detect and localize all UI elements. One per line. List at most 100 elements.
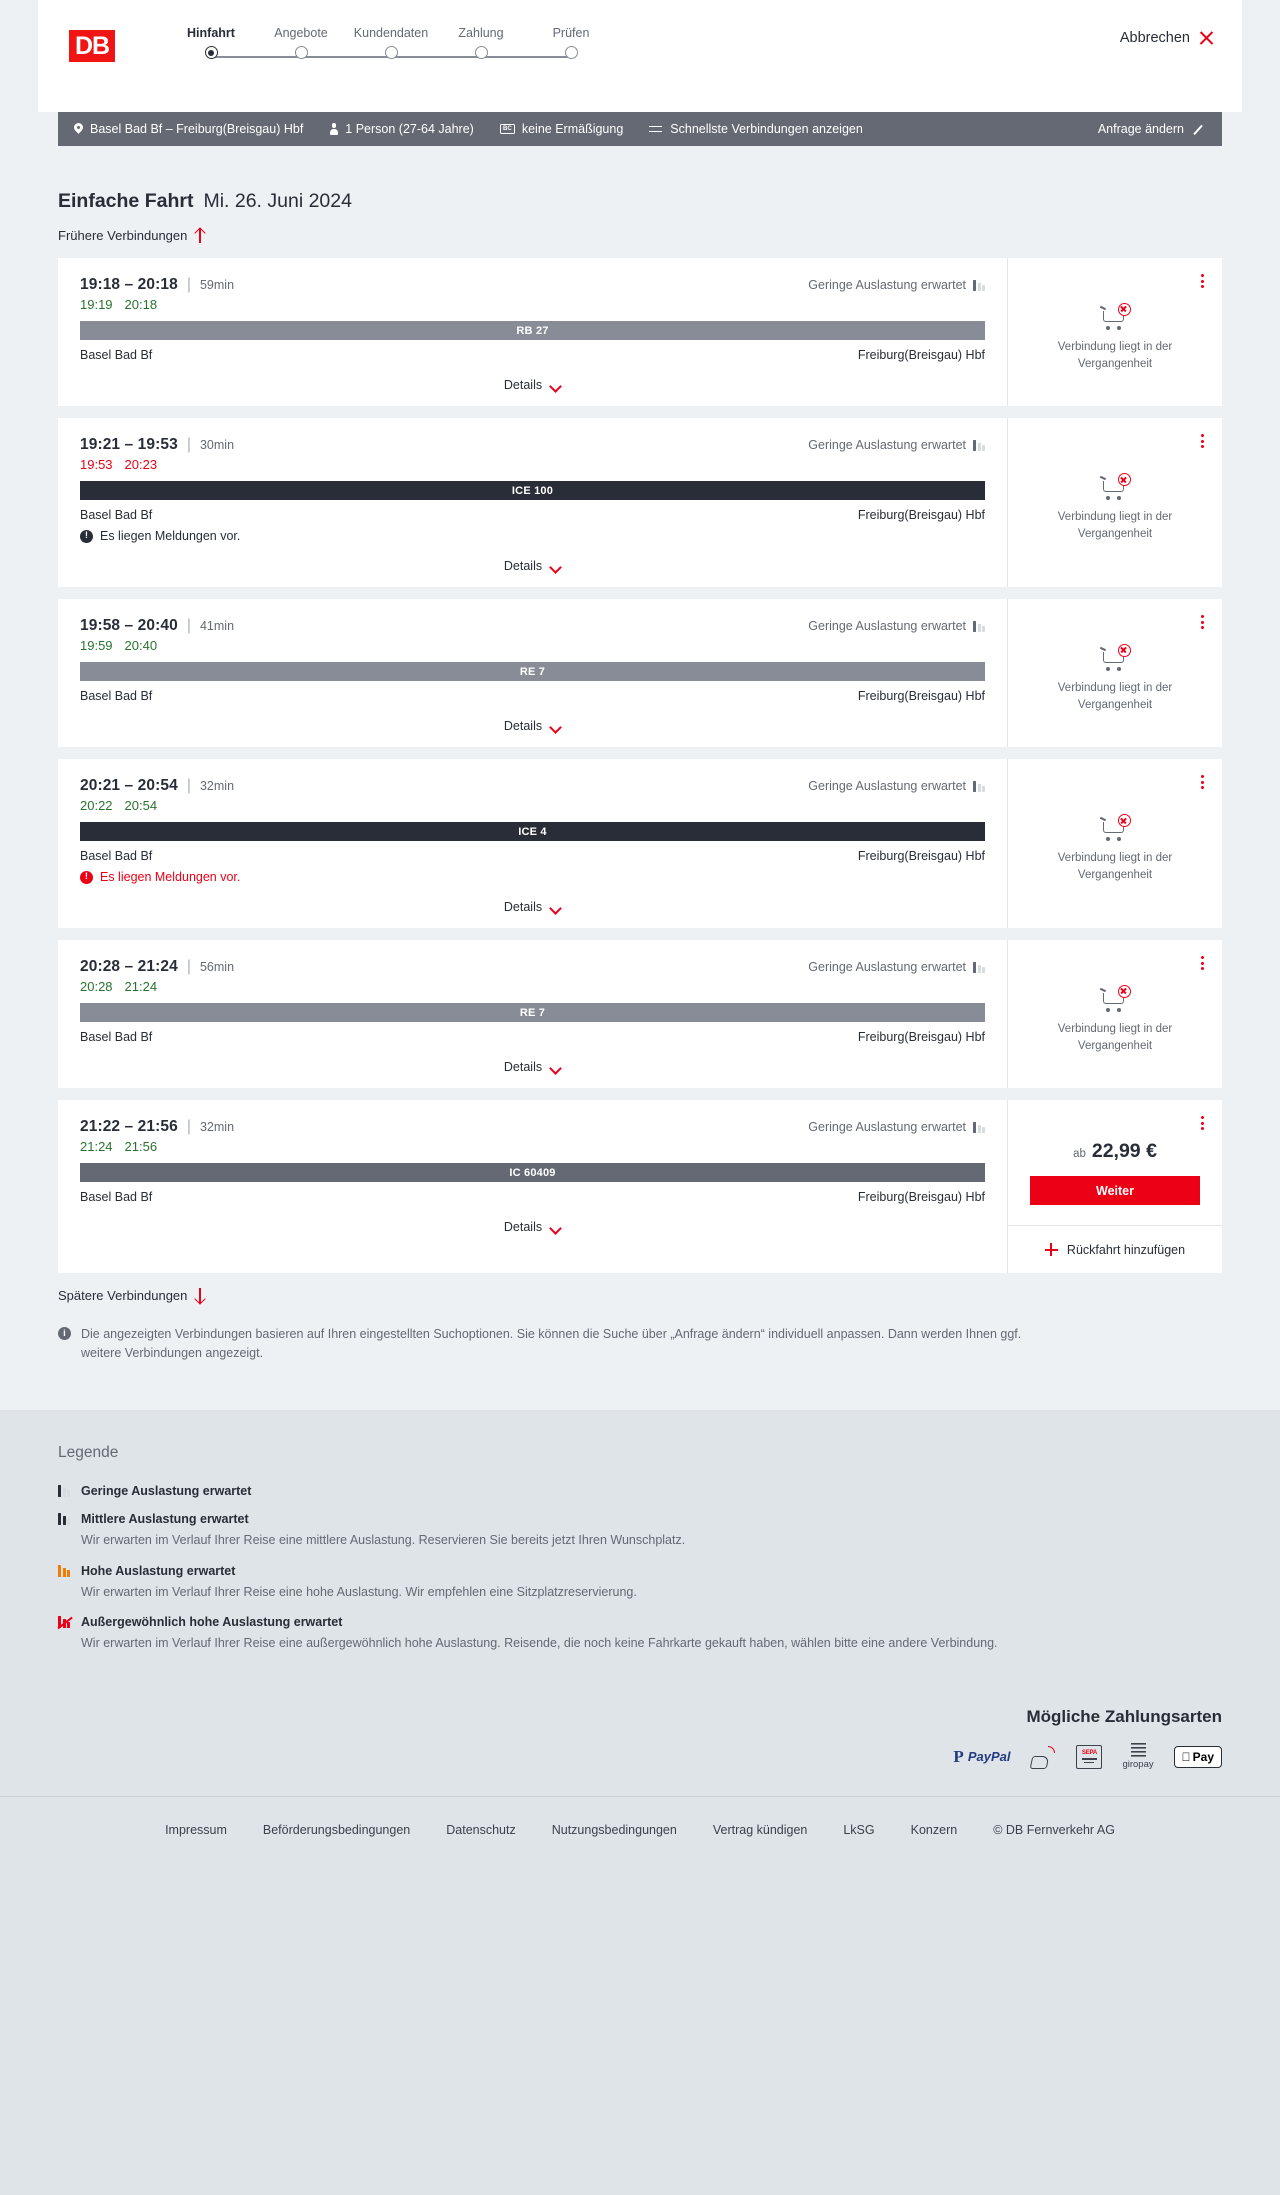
kebab-dot-2 bbox=[1201, 1121, 1204, 1125]
continue-button[interactable]: Weiter bbox=[1030, 1176, 1200, 1205]
criteria-discount[interactable]: BC keine Ermäßigung bbox=[499, 122, 623, 136]
train-line-bar[interactable]: RE 7 bbox=[80, 1003, 985, 1022]
criteria-sorting[interactable]: Schnellste Verbindungen anzeigen bbox=[649, 122, 863, 136]
details-toggle[interactable]: Details bbox=[80, 1206, 985, 1248]
connection-card[interactable]: 19:58 – 20:40 | 41min Geringe Auslastung er… bbox=[58, 599, 1222, 747]
trip-duration: 41min bbox=[199, 619, 235, 633]
add-return-trip-button[interactable]: Rückfahrt hinzufügen bbox=[1008, 1225, 1222, 1273]
stepper-label-4[interactable]: Prüfen bbox=[552, 26, 590, 40]
close-icon bbox=[1199, 31, 1214, 46]
trip-duration: 56min bbox=[199, 960, 235, 974]
past-connection-notice: Verbindung liegt in der Vergangenheit bbox=[1008, 940, 1222, 1088]
connection-main: 21:22 – 21:56 | 32min Geringe Auslastung er… bbox=[58, 1100, 1007, 1273]
connection-card[interactable]: 20:21 – 20:54 | 32min Geringe Auslastung er… bbox=[58, 759, 1222, 928]
cart-x-badge bbox=[1118, 643, 1131, 657]
train-line-bar[interactable]: RB 27 bbox=[80, 321, 985, 340]
criteria-route[interactable]: Basel Bad Bf – Freiburg(Breisgau) Hbf bbox=[74, 122, 303, 136]
time-separator: | bbox=[186, 958, 191, 975]
legend-item-label: Geringe Auslastung erwartet bbox=[81, 1483, 252, 1498]
legend-item-label: Hohe Auslastung erwartet bbox=[81, 1563, 236, 1578]
cart-x-badge bbox=[1118, 302, 1131, 316]
paypal-glyph: P bbox=[953, 1747, 964, 1766]
earlier-connections-button[interactable]: Frühere Verbindungen bbox=[58, 228, 206, 243]
connection-message[interactable]: ! Es liegen Meldungen vor. bbox=[80, 529, 985, 543]
details-toggle[interactable]: Details bbox=[80, 364, 985, 406]
cart-unavailable-icon bbox=[1099, 984, 1131, 1012]
stepper-label-3[interactable]: Zahlung bbox=[458, 26, 504, 40]
actual-times: 19:59 20:40 bbox=[80, 638, 985, 653]
occupancy-indicator: Geringe Auslastung erwartet bbox=[808, 619, 985, 633]
occupancy-icon bbox=[58, 1512, 72, 1525]
connection-card[interactable]: 19:21 – 19:53 | 30min Geringe Auslastung er… bbox=[58, 418, 1222, 587]
connection-card[interactable]: 21:22 – 21:56 | 32min Geringe Auslastung er… bbox=[58, 1100, 1222, 1273]
edit-search-button[interactable]: Anfrage ändern bbox=[1098, 122, 1206, 136]
occupancy-label: Geringe Auslastung erwartet bbox=[808, 438, 966, 452]
more-options-button[interactable] bbox=[1199, 773, 1206, 791]
kebab-dot-3 bbox=[1201, 786, 1204, 789]
exclamation-icon: ! bbox=[80, 529, 93, 543]
past-connection-notice: Verbindung liegt in der Vergangenheit bbox=[1008, 599, 1222, 747]
footer-link[interactable]: LkSG bbox=[843, 1823, 875, 1837]
scheduled-times: 19:21 – 19:53 bbox=[80, 436, 178, 453]
price-value: 22,99 € bbox=[1091, 1140, 1157, 1162]
header-card: DB Hinfahrt Angebote Kundendaten Zahlung Prü… bbox=[38, 0, 1242, 112]
kebab-dot-3 bbox=[1201, 1127, 1204, 1130]
connection-card[interactable]: 19:18 – 20:18 | 59min Geringe Auslastung er… bbox=[58, 258, 1222, 406]
stepper-dot-3[interactable] bbox=[474, 46, 488, 59]
more-options-button[interactable] bbox=[1199, 613, 1206, 631]
occupancy-bar-3 bbox=[982, 966, 985, 973]
occupancy-bar-2 bbox=[977, 442, 981, 451]
stepper-dot-0[interactable] bbox=[204, 46, 218, 59]
connection-side-panel: Verbindung liegt in der Vergangenheit bbox=[1007, 759, 1222, 928]
stepper-track bbox=[166, 46, 616, 68]
stepper-label-2[interactable]: Kundendaten bbox=[353, 26, 429, 40]
footer-link[interactable]: Beförderungsbedingungen bbox=[262, 1823, 411, 1837]
train-line-bar[interactable]: RE 7 bbox=[80, 662, 985, 681]
train-line-bar[interactable]: ICE 4 bbox=[80, 822, 985, 841]
actual-arrival: 21:56 bbox=[124, 1139, 158, 1154]
station-row: Basel Bad Bf Freiburg(Breisgau) Hbf bbox=[80, 1190, 985, 1204]
db-logo[interactable]: DB bbox=[66, 27, 118, 65]
stepper-dot-4[interactable] bbox=[564, 46, 578, 59]
train-line-bar[interactable]: ICE 100 bbox=[80, 481, 985, 500]
train-line-bar[interactable]: IC 60409 bbox=[80, 1163, 985, 1182]
stepper-labels: Hinfahrt Angebote Kundendaten Zahlung Prüfen bbox=[166, 26, 616, 40]
details-toggle[interactable]: Details bbox=[80, 886, 985, 928]
more-options-button[interactable] bbox=[1199, 432, 1206, 450]
stepper-label-0[interactable]: Hinfahrt bbox=[187, 26, 235, 40]
details-toggle[interactable]: Details bbox=[80, 545, 985, 587]
connection-message[interactable]: ! Es liegen Meldungen vor. bbox=[80, 870, 985, 884]
connection-side-panel: Verbindung liegt in der Vergangenheit bbox=[1007, 258, 1222, 406]
legend-item: Hohe Auslastung erwartet Wir erwarten im … bbox=[58, 1564, 1222, 1602]
price-panel: ab 22,99 € Weiter bbox=[1008, 1100, 1222, 1225]
occupancy-bar-3 bbox=[67, 1490, 70, 1497]
details-toggle[interactable]: Details bbox=[80, 1046, 985, 1088]
scheduled-times: 20:21 – 20:54 bbox=[80, 777, 178, 794]
cancel-button[interactable]: Abbrechen bbox=[1120, 30, 1214, 46]
footer-link[interactable]: Vertrag kündigen bbox=[712, 1823, 808, 1837]
footer-link[interactable]: Datenschutz bbox=[446, 1823, 516, 1837]
station-row: Basel Bad Bf Freiburg(Breisgau) Hbf bbox=[80, 1030, 985, 1044]
connection-card[interactable]: 20:28 – 21:24 | 56min Geringe Auslastung er… bbox=[58, 940, 1222, 1088]
footer-link[interactable]: Konzern bbox=[910, 1823, 958, 1837]
results-region: Einfache Fahrt Mi. 26. Juni 2024 Frühere… bbox=[0, 146, 1280, 1410]
footer-link[interactable]: Nutzungsbedingungen bbox=[551, 1823, 677, 1837]
details-toggle[interactable]: Details bbox=[80, 705, 985, 747]
more-options-button[interactable] bbox=[1199, 1114, 1206, 1132]
kebab-dot-1 bbox=[1201, 434, 1204, 437]
more-options-button[interactable] bbox=[1199, 272, 1206, 290]
kebab-dot-1 bbox=[1201, 274, 1204, 277]
payment-icons: P PayPal SEPA giropay  Pay bbox=[953, 1743, 1222, 1770]
stepper-dot-1[interactable] bbox=[294, 46, 308, 59]
actual-arrival: 20:40 bbox=[124, 638, 158, 653]
criteria-passengers[interactable]: 1 Person (27-64 Jahre) bbox=[329, 122, 474, 136]
footer-link[interactable]: Impressum bbox=[165, 1823, 227, 1837]
stepper-dot-2[interactable] bbox=[384, 46, 398, 59]
connection-summary-row: 21:22 – 21:56 | 32min Geringe Auslastung er… bbox=[80, 1118, 985, 1136]
stepper-label-1[interactable]: Angebote bbox=[274, 26, 328, 40]
cart-body bbox=[1103, 822, 1124, 834]
later-connections-button[interactable]: Spätere Verbindungen bbox=[58, 1288, 206, 1303]
more-options-button[interactable] bbox=[1199, 954, 1206, 972]
cart-wheel-2 bbox=[1117, 325, 1121, 330]
cart-x-badge bbox=[1118, 984, 1131, 998]
